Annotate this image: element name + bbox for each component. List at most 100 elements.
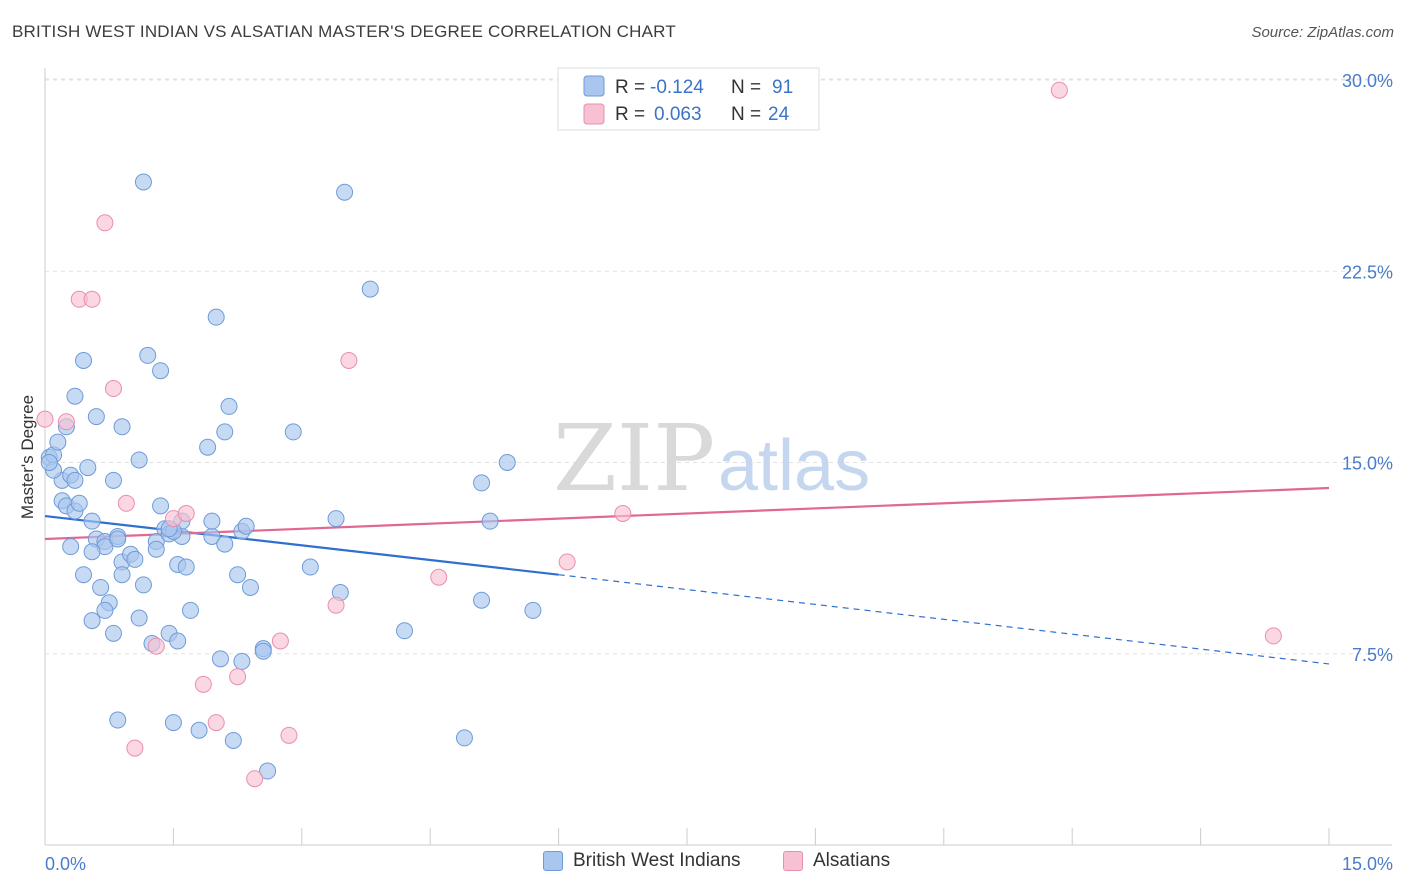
point-british-west-indians	[336, 183, 354, 201]
point-british-west-indians	[126, 550, 144, 568]
point-british-west-indians	[113, 418, 131, 436]
point-british-west-indians	[169, 632, 187, 650]
point-alsatians	[83, 290, 101, 308]
point-alsatians	[96, 214, 114, 232]
point-british-west-indians	[498, 454, 516, 471]
point-alsatians	[1050, 81, 1068, 99]
point-british-west-indians	[207, 308, 225, 326]
point-british-west-indians	[75, 566, 93, 584]
point-british-west-indians	[301, 558, 319, 576]
point-british-west-indians	[152, 497, 170, 515]
point-alsatians	[57, 413, 75, 431]
point-british-west-indians	[284, 423, 302, 441]
point-british-west-indians	[79, 459, 97, 477]
watermark-atlas: atlas	[718, 426, 870, 506]
point-british-west-indians	[455, 729, 473, 747]
point-alsatians	[117, 494, 135, 512]
point-british-west-indians	[83, 512, 101, 530]
point-british-west-indians	[254, 642, 272, 660]
legend-n-value-2: 24	[768, 104, 790, 125]
point-british-west-indians	[211, 650, 229, 668]
y-axis-title: Master's Degree	[18, 395, 37, 519]
point-alsatians	[126, 739, 144, 757]
point-british-west-indians	[92, 578, 110, 596]
point-alsatians	[271, 632, 289, 650]
legend-n-value-1: 91	[772, 77, 793, 98]
data-points	[36, 81, 1282, 788]
point-british-west-indians	[83, 612, 101, 630]
x-tick-label-max: 15.0%	[1342, 854, 1393, 874]
bottom-legend-label: British West Indians	[573, 850, 741, 871]
point-british-west-indians	[40, 454, 58, 471]
point-british-west-indians	[83, 543, 101, 561]
point-alsatians	[1264, 627, 1282, 645]
point-british-west-indians	[49, 433, 67, 451]
gridlines	[45, 78, 1392, 655]
point-british-west-indians	[259, 762, 277, 780]
point-alsatians	[207, 714, 225, 732]
chart-source: Source: ZipAtlas.com	[1251, 24, 1394, 41]
point-british-west-indians	[96, 601, 114, 619]
bottom-legend-swatch-pink	[783, 851, 803, 871]
bottom-legend-label: Alsatians	[813, 850, 891, 871]
point-british-west-indians	[473, 474, 491, 492]
point-alsatians	[104, 380, 122, 398]
x-tick-label-min: 0.0%	[45, 854, 86, 874]
trend-lines	[44, 486, 1330, 665]
trend-line-alsatians	[44, 486, 1330, 541]
point-alsatians	[229, 668, 247, 686]
point-british-west-indians	[87, 408, 105, 426]
y-tick-label: 15.0%	[1342, 454, 1393, 474]
point-british-west-indians	[62, 538, 80, 556]
point-british-west-indians	[147, 540, 165, 558]
point-british-west-indians	[164, 714, 182, 732]
chart-title: BRITISH WEST INDIAN VS ALSATIAN MASTER'S…	[12, 22, 676, 41]
bottom-legend-item-alsatians: Alsatians	[783, 850, 890, 872]
trend-line-british-west-indians	[44, 514, 559, 576]
y-tick-label: 7.5%	[1352, 645, 1393, 665]
bottom-legend: British West Indians Alsatians	[0, 850, 1406, 880]
point-british-west-indians	[229, 566, 247, 584]
point-alsatians	[280, 726, 298, 744]
point-british-west-indians	[216, 423, 234, 441]
legend-r-label-2: R =	[615, 104, 645, 125]
point-british-west-indians	[177, 558, 195, 576]
point-british-west-indians	[134, 576, 152, 594]
point-british-west-indians	[130, 451, 148, 469]
point-british-west-indians	[109, 530, 127, 548]
point-british-west-indians	[139, 346, 157, 364]
y-tick-label: 22.5%	[1342, 262, 1393, 282]
point-british-west-indians	[152, 362, 170, 380]
point-british-west-indians	[134, 173, 152, 191]
point-british-west-indians	[473, 591, 491, 609]
point-british-west-indians	[182, 601, 200, 619]
point-british-west-indians	[233, 652, 251, 670]
y-tick-label: 30.0%	[1342, 71, 1393, 91]
point-british-west-indians	[104, 471, 122, 489]
watermark: ZIP atlas	[553, 405, 870, 512]
point-british-west-indians	[327, 510, 345, 528]
point-british-west-indians	[113, 566, 131, 584]
point-alsatians	[327, 596, 345, 614]
legend-r-value-2: 0.063	[654, 104, 702, 125]
y-tick-labels: 7.5% 15.0% 22.5% 30.0%	[1342, 71, 1393, 665]
point-british-west-indians	[75, 352, 93, 369]
legend-swatch-blue	[583, 75, 605, 97]
point-alsatians	[147, 637, 165, 655]
point-british-west-indians	[361, 280, 379, 298]
point-british-west-indians	[216, 535, 234, 553]
legend: R = -0.124 N = 91 R = 0.063 N = 24	[557, 67, 820, 131]
point-british-west-indians	[199, 438, 217, 456]
point-british-west-indians	[109, 711, 127, 729]
point-british-west-indians	[70, 494, 88, 512]
x-ticks	[44, 828, 1330, 845]
legend-n-label-2: N =	[731, 104, 761, 125]
bottom-legend-item-british-west-indians: British West Indians	[543, 850, 741, 872]
bottom-legend-swatch-blue	[543, 851, 563, 871]
point-british-west-indians	[130, 609, 148, 627]
legend-swatch-pink	[583, 103, 605, 125]
point-british-west-indians	[524, 601, 542, 619]
point-british-west-indians	[241, 578, 259, 596]
point-alsatians	[614, 505, 632, 522]
